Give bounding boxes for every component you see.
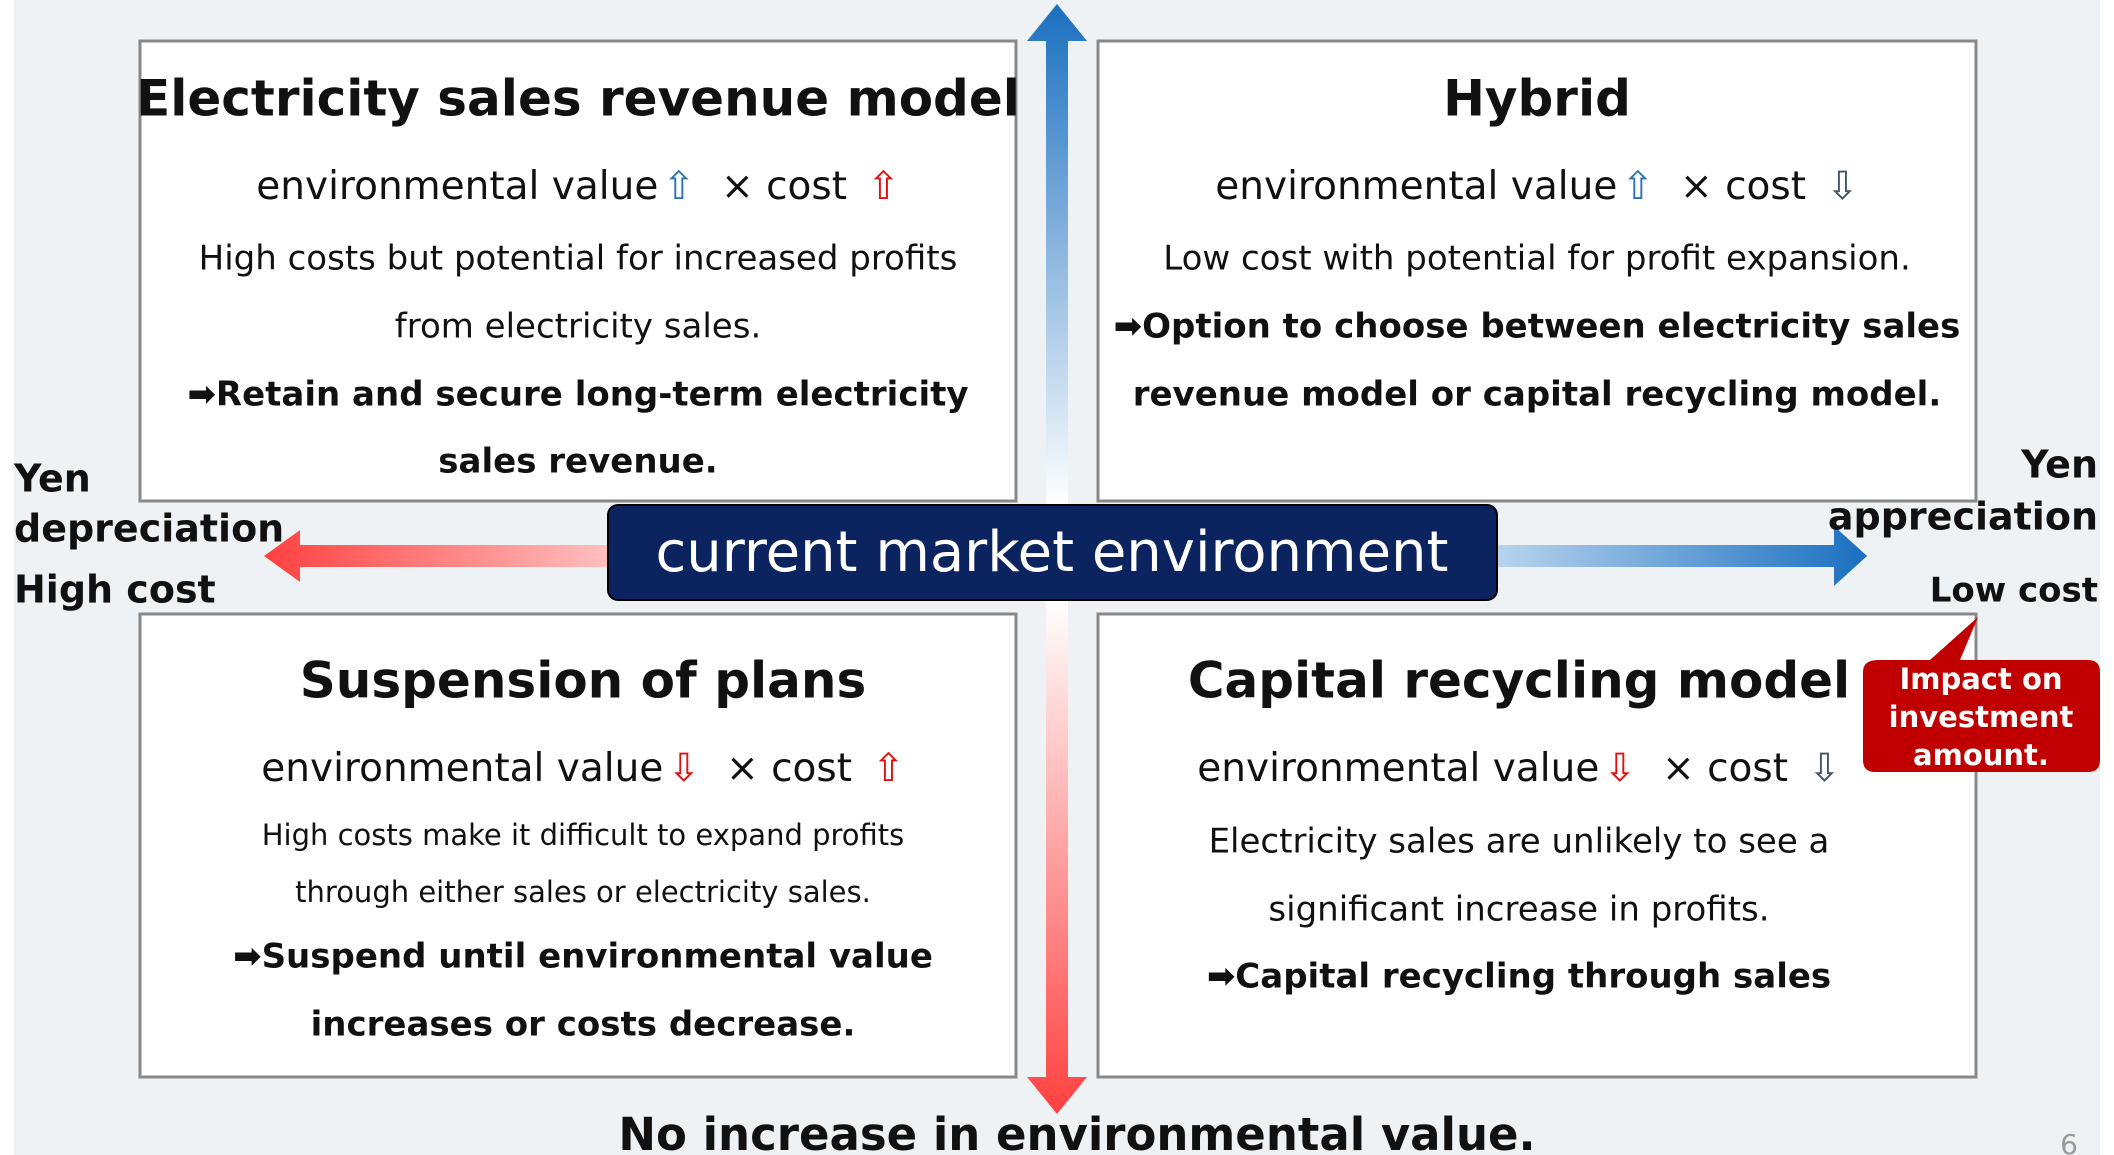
quadrant-box	[1096, 612, 1978, 1079]
conclusion: ➡Suspend until environmental value	[233, 937, 933, 977]
env-label: environmental value	[261, 746, 663, 791]
cost-arrow: ⇧	[867, 164, 900, 209]
right-axis-label: Yen	[2020, 443, 2098, 487]
cost-arrow: ⇧	[872, 746, 905, 791]
description: Electricity sales are unlikely to see a	[1209, 822, 1830, 862]
conclusion: ➡Option to choose between electricity sa…	[1114, 307, 1961, 347]
description: High costs but potential for increased p…	[199, 239, 958, 279]
left-axis-label: High cost	[14, 568, 216, 612]
cost-arrow: ⇩	[1808, 746, 1841, 791]
quadrant-title: Capital recycling model	[1188, 652, 1850, 710]
cost-arrow: ⇩	[1826, 164, 1859, 209]
env-arrow: ⇧	[662, 164, 695, 209]
callout-text: amount.	[1913, 738, 2049, 772]
env-label: environmental value	[1215, 164, 1617, 209]
formula: environmental value ⇩ × cost ⇩	[1197, 746, 1840, 791]
center-box	[607, 504, 1498, 601]
formula: environmental value ⇧ × cost ⇩	[1215, 164, 1858, 209]
bottom-axis-label: No increase in environmental value.	[618, 1108, 1535, 1155]
left-axis-label: Yen	[13, 457, 91, 501]
left-axis-label: depreciation	[14, 507, 284, 551]
env-label: environmental value	[1197, 746, 1599, 791]
cost-label: × cost	[1680, 164, 1806, 209]
quadrant-box	[138, 612, 1018, 1079]
conclusion: ➡Retain and secure long-term electricity	[187, 375, 968, 415]
description: from electricity sales.	[395, 307, 762, 347]
conclusion: increases or costs decrease.	[311, 1005, 856, 1045]
cost-label: × cost	[726, 746, 852, 791]
right-axis-label: appreciation	[1828, 495, 2098, 539]
conclusion: ➡Capital recycling through sales	[1207, 957, 1831, 997]
description: significant increase in profits.	[1268, 890, 1769, 930]
axis-arrow-left	[264, 530, 610, 582]
quadrant-title: Electricity sales revenue model	[136, 70, 1020, 128]
quadrant-box	[1096, 39, 1978, 503]
quadrant-box	[138, 39, 1018, 503]
page-number: 6	[2060, 1128, 2078, 1155]
callout-text: investment	[1889, 700, 2074, 734]
description: High costs make it difficult to expand p…	[262, 818, 905, 852]
formula: environmental value ⇩ × cost ⇧	[261, 746, 904, 791]
description: through either sales or electricity sale…	[295, 875, 871, 909]
axis-arrow-right	[1497, 526, 1867, 586]
quadrant-title: Hybrid	[1443, 70, 1631, 128]
axis-arrow-up	[1027, 4, 1087, 505]
callout	[1863, 617, 2100, 772]
axis-arrow-down	[1027, 600, 1087, 1114]
cost-label: × cost	[1662, 746, 1788, 791]
center-label: current market environment	[656, 520, 1449, 585]
right-axis-label: Low cost	[1930, 571, 2098, 611]
callout-text: Impact on	[1899, 662, 2062, 696]
conclusion: sales revenue.	[438, 442, 717, 482]
env-label: environmental value	[256, 164, 658, 209]
conclusion: revenue model or capital recycling model…	[1133, 375, 1942, 415]
env-arrow: ⇩	[667, 746, 700, 791]
quadrant-title: Suspension of plans	[300, 652, 866, 710]
cost-label: × cost	[721, 164, 847, 209]
formula: environmental value ⇧ × cost ⇧	[256, 164, 899, 209]
env-arrow: ⇩	[1603, 746, 1636, 791]
description: Low cost with potential for profit expan…	[1163, 239, 1911, 279]
env-arrow: ⇧	[1621, 164, 1654, 209]
